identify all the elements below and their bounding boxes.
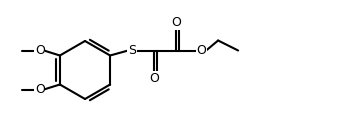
Text: O: O — [149, 72, 159, 85]
Text: S: S — [128, 44, 136, 57]
Text: O: O — [35, 44, 45, 57]
Text: O: O — [171, 16, 181, 29]
Text: O: O — [196, 44, 206, 57]
Text: O: O — [35, 83, 45, 96]
